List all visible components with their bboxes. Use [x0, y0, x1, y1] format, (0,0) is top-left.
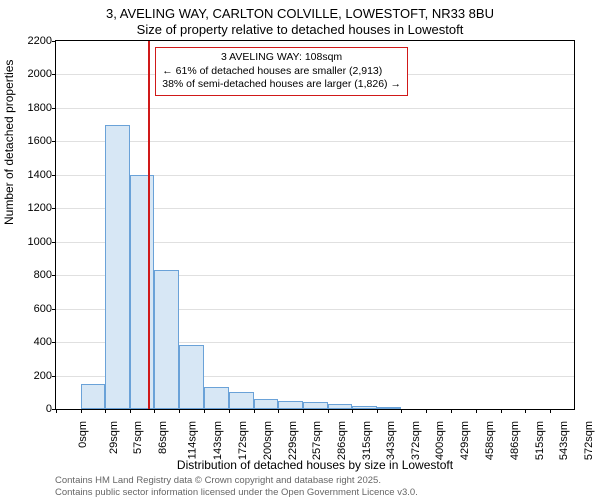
ytick-mark	[52, 175, 56, 176]
xtick-label: 400sqm	[434, 421, 446, 460]
ytick-label: 1400	[28, 169, 52, 181]
histogram-bar	[328, 404, 352, 409]
xtick-mark	[451, 409, 452, 413]
histogram-bar	[154, 270, 179, 409]
x-axis-label: Distribution of detached houses by size …	[55, 458, 575, 472]
ytick-mark	[52, 74, 56, 75]
xtick-mark	[377, 409, 378, 413]
ytick-label: 200	[34, 370, 52, 382]
histogram-bar	[229, 392, 254, 409]
xtick-mark	[105, 409, 106, 413]
ytick-label: 400	[34, 336, 52, 348]
ytick-label: 1800	[28, 102, 52, 114]
ytick-mark	[52, 141, 56, 142]
xtick-mark	[501, 409, 502, 413]
histogram-bar	[254, 399, 278, 409]
xtick-mark	[328, 409, 329, 413]
ytick-mark	[52, 376, 56, 377]
y-axis-label: Number of detached properties	[2, 60, 16, 225]
histogram-bar	[204, 387, 228, 409]
ytick-mark	[52, 41, 56, 42]
xtick-label: 200sqm	[262, 421, 274, 460]
ytick-mark	[52, 242, 56, 243]
xtick-mark	[229, 409, 230, 413]
ytick-label: 2000	[28, 68, 52, 80]
xtick-label: 29sqm	[108, 421, 120, 454]
xtick-mark	[154, 409, 155, 413]
ytick-label: 2200	[28, 35, 52, 47]
ytick-label: 600	[34, 303, 52, 315]
annotation-line: 38% of semi-detached houses are larger (…	[162, 78, 401, 92]
chart-title-line2: Size of property relative to detached ho…	[0, 22, 600, 37]
xtick-label: 114sqm	[187, 421, 199, 459]
xtick-label: 572sqm	[583, 421, 595, 460]
ytick-mark	[52, 342, 56, 343]
ytick-mark	[52, 309, 56, 310]
annotation-line: 3 AVELING WAY: 108sqm	[162, 51, 401, 65]
xtick-label: 315sqm	[361, 421, 373, 460]
histogram-bar	[105, 125, 130, 409]
xtick-label: 515sqm	[534, 421, 546, 460]
gridline	[56, 108, 574, 109]
xtick-mark	[179, 409, 180, 413]
attribution-line2: Contains public sector information licen…	[55, 487, 418, 498]
histogram-bar	[377, 407, 401, 410]
xtick-label: 0sqm	[77, 421, 89, 448]
ytick-label: 0	[46, 403, 52, 415]
marker-line	[148, 41, 150, 409]
xtick-mark	[352, 409, 353, 413]
xtick-mark	[525, 409, 526, 413]
gridline	[56, 141, 574, 142]
xtick-label: 229sqm	[287, 421, 299, 460]
attribution-line1: Contains HM Land Registry data © Crown c…	[55, 475, 418, 486]
xtick-label: 172sqm	[238, 421, 250, 460]
xtick-label: 57sqm	[132, 421, 144, 454]
ytick-label: 1200	[28, 202, 52, 214]
ytick-label: 1600	[28, 135, 52, 147]
xtick-label: 257sqm	[311, 421, 323, 460]
xtick-mark	[130, 409, 131, 413]
xtick-mark	[56, 409, 57, 413]
xtick-mark	[401, 409, 402, 413]
histogram-bar	[179, 345, 204, 409]
histogram-bar	[278, 401, 303, 409]
xtick-label: 458sqm	[485, 421, 497, 460]
xtick-label: 486sqm	[509, 421, 521, 460]
ytick-mark	[52, 208, 56, 209]
histogram-bar	[130, 175, 154, 409]
plot-area: 0200400600800100012001400160018002000220…	[55, 40, 575, 410]
xtick-label: 143sqm	[213, 421, 225, 460]
ytick-label: 1000	[28, 236, 52, 248]
xtick-mark	[81, 409, 82, 413]
histogram-bar	[303, 402, 328, 409]
chart-title-line1: 3, AVELING WAY, CARLTON COLVILLE, LOWEST…	[0, 6, 600, 21]
ytick-label: 800	[34, 269, 52, 281]
xtick-mark	[204, 409, 205, 413]
xtick-mark	[426, 409, 427, 413]
annotation-box: 3 AVELING WAY: 108sqm← 61% of detached h…	[155, 47, 408, 96]
xtick-label: 86sqm	[157, 421, 169, 454]
xtick-label: 372sqm	[410, 421, 422, 460]
ytick-mark	[52, 108, 56, 109]
xtick-mark	[254, 409, 255, 413]
xtick-mark	[278, 409, 279, 413]
chart-container: 3, AVELING WAY, CARLTON COLVILLE, LOWEST…	[0, 0, 600, 500]
xtick-label: 343sqm	[385, 421, 397, 460]
attribution-text: Contains HM Land Registry data © Crown c…	[55, 475, 418, 498]
xtick-label: 286sqm	[336, 421, 348, 460]
xtick-label: 543sqm	[558, 421, 570, 460]
xtick-mark	[550, 409, 551, 413]
annotation-line: ← 61% of detached houses are smaller (2,…	[162, 65, 401, 79]
xtick-mark	[476, 409, 477, 413]
xtick-label: 429sqm	[460, 421, 472, 460]
xtick-mark	[303, 409, 304, 413]
histogram-bar	[352, 406, 377, 409]
histogram-bar	[81, 384, 105, 409]
ytick-mark	[52, 275, 56, 276]
